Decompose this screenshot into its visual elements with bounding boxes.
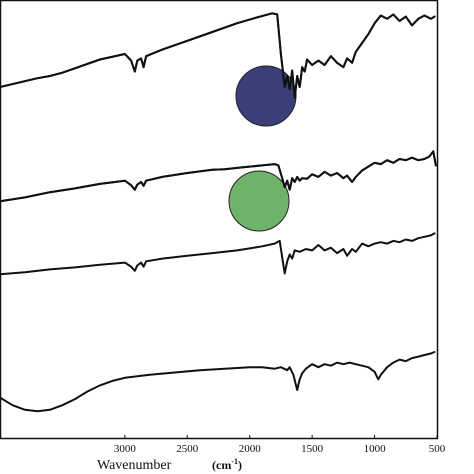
- spectrum-trace-4: [0, 351, 436, 413]
- x-tick-label-500: 500: [429, 443, 446, 455]
- spectrum-trace-3: [0, 232, 436, 276]
- spectrum-trace-2: [0, 150, 437, 203]
- highlight-circle-top: [235, 65, 297, 127]
- highlight-group: [228, 65, 297, 232]
- x-tick-label-3000: 3000: [114, 443, 137, 455]
- overlay-group: [0, 12, 437, 203]
- spectrum-trace-overlay-1: [0, 12, 436, 99]
- x-tick-label-2500: 2500: [176, 443, 199, 455]
- x-axis-unit: (cm-1): [212, 457, 242, 472]
- x-axis-tick-labels: 3000 2500 2000 1500 1000 500: [114, 443, 446, 455]
- plot-frame: [0, 0, 439, 440]
- x-tick-label-1500: 1500: [301, 443, 324, 455]
- spectrum-trace-overlay-2: [0, 150, 437, 203]
- x-axis-label: Wavenumber: [97, 458, 172, 473]
- highlight-circle-middle: [228, 170, 290, 232]
- spectra-group: [0, 12, 437, 413]
- x-axis-ticks: [124, 435, 438, 439]
- x-tick-label-1000: 1000: [364, 443, 387, 455]
- spectrum-trace-1: [0, 12, 436, 99]
- x-tick-label-2000: 2000: [239, 443, 262, 455]
